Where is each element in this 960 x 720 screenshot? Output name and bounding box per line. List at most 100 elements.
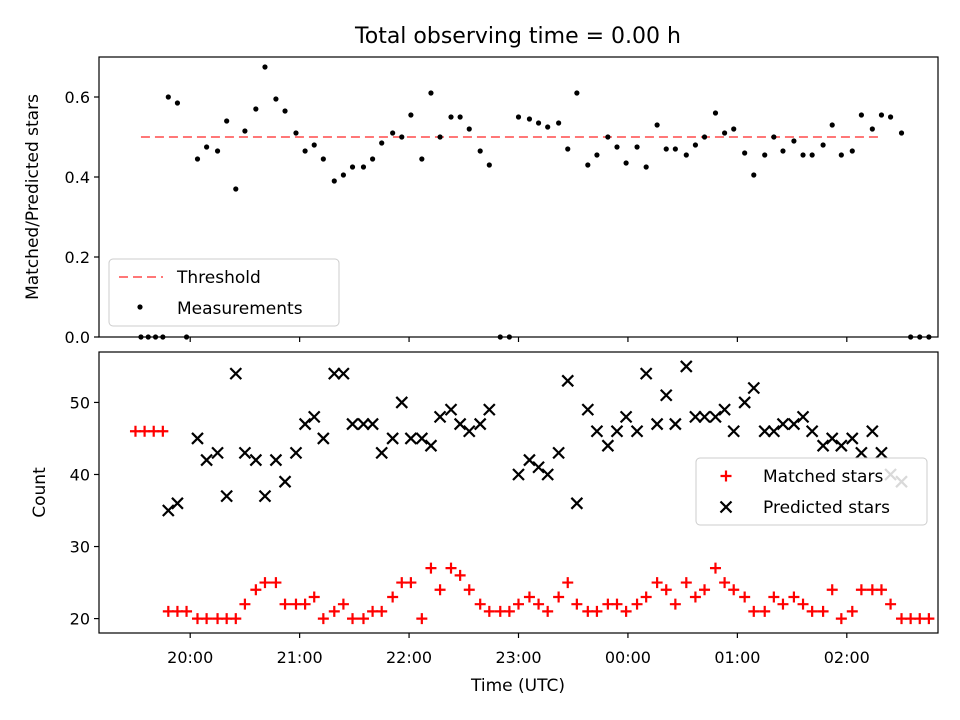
matched-star-point [308,591,320,603]
measurement-point [605,134,611,140]
predicted-star-point [669,417,682,431]
measurement-point [878,112,885,118]
measurement-point [908,334,914,340]
matched-star-point [357,613,369,625]
measurement-point [282,108,288,114]
matched-star-point [347,613,359,625]
measurement-point [898,130,905,136]
matched-star-point [817,605,829,617]
legend-threshold-label: Threshold [176,268,261,288]
bottom-y-tick-label: 30 [70,538,90,557]
measurement-point [183,334,190,340]
predicted-star-point [680,360,693,373]
predicted-star-point [289,446,303,460]
matched-star-point [299,598,311,610]
predicted-star-point [767,424,781,438]
matched-star-point [337,598,349,610]
measurement-point [152,334,159,340]
predicted-star-point [590,424,604,438]
predicted-star-point [211,446,224,460]
predicted-star-point [610,424,624,438]
predicted-star-point [747,381,761,395]
measurement-point [565,146,571,152]
measurement-point [390,130,396,136]
predicted-star-point [229,367,243,380]
predicted-star-point [444,403,458,416]
measurement-point [457,114,463,120]
matched-star-point [270,577,282,589]
matched-star-point [699,584,711,596]
measurement-point [138,334,144,340]
measurement-point [820,142,826,148]
measurement-point [477,148,483,154]
matched-star-point [835,613,847,625]
measurement-point [204,144,210,150]
predicted-star-point [328,367,341,380]
matched-star-point [631,598,643,610]
predicted-star-point [689,410,702,424]
matched-star-point [689,591,701,603]
measurement-point [428,90,434,96]
measurement-point [771,134,777,140]
predicted-star-point [698,410,711,424]
matched-star-point [562,577,574,589]
predicted-star-point [552,446,565,460]
measurement-point [349,164,356,170]
measurement-point [535,120,542,126]
measurement-point [399,134,405,140]
predicted-star-point [473,417,487,431]
predicted-star-point [718,403,731,416]
matched-star-point [463,584,475,596]
predicted-star-point [278,475,292,488]
matched-star-point [513,598,524,610]
measurement-point [742,150,748,156]
matched-star-point [157,425,169,437]
predicted-star-point [523,453,536,467]
bottom-panel: 20 30 40 50 20:00 21:00 22:00 23:00 00:00 01:00 02… [30,351,939,667]
matched-star-point [748,605,760,617]
matched-star-point [239,598,251,610]
measurement-point [194,156,201,162]
predicted-star-point [424,439,438,452]
predicted-star-point [404,432,418,445]
top-y-tick-label: 0.0 [65,328,90,347]
predicted-star-point [650,417,664,431]
predicted-star-point [738,396,751,409]
matched-star-point [279,598,291,610]
x-tick-label: 21:00 [277,648,323,667]
measurement-point [360,164,367,170]
measurement-point [174,100,181,106]
predicted-star-point [162,504,175,517]
x-tick-label: 20:00 [167,648,213,667]
measurement-point [643,164,649,170]
matched-star-point [719,577,731,589]
measurement-point [379,140,385,146]
matched-star-point [553,591,565,603]
legend-matched-swatch [720,470,732,482]
measurement-point [926,334,932,340]
legend-measurements-swatch [137,304,143,310]
predicted-star-point [453,417,467,431]
measurement-point [791,138,797,144]
predicted-star-point [727,424,740,438]
predicted-star-point [386,432,399,445]
matched-star-point [425,562,437,574]
measurement-point [849,148,855,154]
x-tick-label: 23:00 [495,648,541,667]
measurement-point [214,148,221,154]
bottom-legend: Matched stars Predicted stars [695,457,928,526]
matched-star-point [797,598,809,610]
measurement-point [780,148,786,154]
predicted-star-point [171,497,184,510]
top-legend: Threshold Measurements [108,258,340,327]
matched-star-point [250,584,262,596]
matched-star-point [454,569,466,581]
measurement-point [466,126,472,132]
measurement-point [506,334,512,340]
matched-star-point [259,577,271,589]
measurement-point [437,134,443,140]
measurement-point [701,134,708,140]
predicted-star-point [805,424,819,438]
predicted-star-point [307,410,321,424]
predicted-star-point [776,417,790,431]
